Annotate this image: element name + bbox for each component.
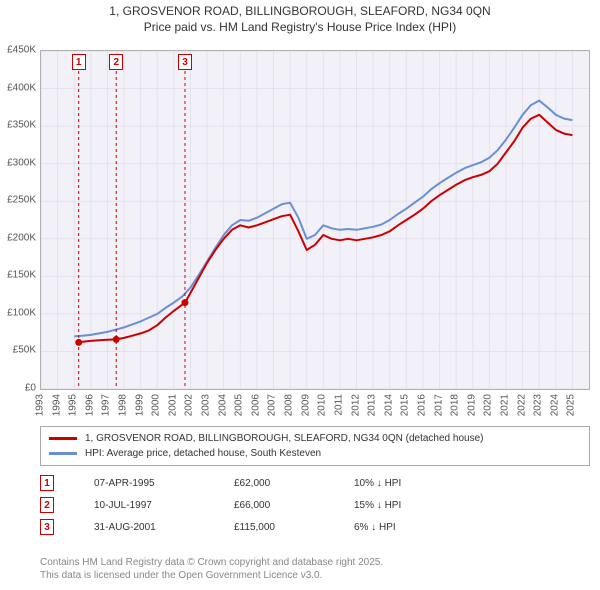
transaction-marker-3: 3 — [40, 519, 54, 535]
transaction-row: 1 07-APR-1995£62,00010% ↓ HPI — [40, 472, 590, 494]
y-axis-label: £250K — [2, 195, 36, 206]
x-axis-label: 2016 — [416, 394, 427, 416]
y-axis-label: £300K — [2, 157, 36, 168]
x-axis-label: 1996 — [84, 394, 95, 416]
x-axis-label: 2011 — [333, 394, 344, 416]
footer-attribution: Contains HM Land Registry data © Crown c… — [40, 556, 590, 582]
y-axis-label: £100K — [2, 307, 36, 318]
x-axis-label: 2006 — [250, 394, 261, 416]
x-axis-label: 2024 — [549, 394, 560, 416]
sale-marker-3: 3 — [178, 54, 192, 70]
x-axis-label: 1994 — [51, 394, 62, 416]
x-axis-label: 1997 — [101, 394, 112, 416]
x-axis-label: 2010 — [317, 394, 328, 416]
x-axis-label: 2014 — [383, 394, 394, 416]
y-axis-label: £0 — [2, 383, 36, 394]
transaction-delta: 10% ↓ HPI — [354, 478, 474, 489]
transaction-marker-1: 1 — [40, 475, 54, 491]
transaction-price: £115,000 — [234, 522, 354, 533]
transaction-delta: 15% ↓ HPI — [354, 500, 474, 511]
transactions-table: 1 07-APR-1995£62,00010% ↓ HPI 2 10-JUL-1997… — [40, 472, 590, 538]
footer-line-2: This data is licensed under the Open Gov… — [40, 569, 590, 582]
y-axis-label: £450K — [2, 45, 36, 56]
legend-label: HPI: Average price, detached house, Sout… — [85, 446, 321, 461]
transaction-row: 2 10-JUL-1997£66,00015% ↓ HPI — [40, 494, 590, 516]
x-axis-label: 2017 — [433, 394, 444, 416]
title-line-2: Price paid vs. HM Land Registry's House … — [0, 20, 600, 36]
transaction-delta: 6% ↓ HPI — [354, 522, 474, 533]
legend-row-1: HPI: Average price, detached house, Sout… — [49, 446, 581, 461]
footer-line-1: Contains HM Land Registry data © Crown c… — [40, 556, 590, 569]
title-line-1: 1, GROSVENOR ROAD, BILLINGBOROUGH, SLEAF… — [0, 4, 600, 20]
transaction-date: 07-APR-1995 — [94, 478, 234, 489]
plot-background: 1 2 3 — [40, 50, 590, 390]
x-axis-label: 1995 — [68, 394, 79, 416]
transaction-date: 10-JUL-1997 — [94, 500, 234, 511]
x-axis-label: 2002 — [184, 394, 195, 416]
x-axis-label: 2021 — [499, 394, 510, 416]
chart-svg — [41, 51, 589, 389]
x-axis-label: 2004 — [217, 394, 228, 416]
x-axis-label: 1999 — [134, 394, 145, 416]
x-axis-label: 1998 — [118, 394, 129, 416]
legend-row-0: 1, GROSVENOR ROAD, BILLINGBOROUGH, SLEAF… — [49, 431, 581, 446]
transaction-date: 31-AUG-2001 — [94, 522, 234, 533]
chart-titles: 1, GROSVENOR ROAD, BILLINGBOROUGH, SLEAF… — [0, 0, 600, 35]
x-axis-label: 2025 — [566, 394, 577, 416]
transaction-price: £66,000 — [234, 500, 354, 511]
y-axis-label: £150K — [2, 270, 36, 281]
legend-label: 1, GROSVENOR ROAD, BILLINGBOROUGH, SLEAF… — [85, 431, 483, 446]
transaction-row: 3 31-AUG-2001£115,0006% ↓ HPI — [40, 516, 590, 538]
x-axis-label: 2013 — [367, 394, 378, 416]
legend-swatch — [49, 452, 77, 455]
transaction-price: £62,000 — [234, 478, 354, 489]
x-axis-label: 2018 — [450, 394, 461, 416]
x-axis-label: 2012 — [350, 394, 361, 416]
x-axis-label: 1993 — [35, 394, 46, 416]
x-axis-label: 2022 — [516, 394, 527, 416]
chart-area: 123 £0£50K£100K£150K£200K£250K£300K£350K… — [40, 50, 590, 420]
legend-swatch — [49, 437, 77, 440]
x-axis-label: 2001 — [167, 394, 178, 416]
transaction-marker-2: 2 — [40, 497, 54, 513]
legend-box: 1, GROSVENOR ROAD, BILLINGBOROUGH, SLEAF… — [40, 426, 590, 466]
x-axis-label: 2007 — [267, 394, 278, 416]
x-axis-label: 2020 — [483, 394, 494, 416]
y-axis-label: £200K — [2, 232, 36, 243]
x-axis-label: 2009 — [300, 394, 311, 416]
x-axis-label: 2003 — [201, 394, 212, 416]
page-root: 1, GROSVENOR ROAD, BILLINGBOROUGH, SLEAF… — [0, 0, 600, 590]
x-axis-label: 2008 — [284, 394, 295, 416]
x-axis-label: 2000 — [151, 394, 162, 416]
x-axis-label: 2023 — [533, 394, 544, 416]
x-axis-label: 2015 — [400, 394, 411, 416]
x-axis-label: 2005 — [234, 394, 245, 416]
x-axis-label: 2019 — [466, 394, 477, 416]
sale-marker-1: 1 — [72, 54, 86, 70]
y-axis-label: £400K — [2, 82, 36, 93]
sale-marker-2: 2 — [109, 54, 123, 70]
y-axis-label: £50K — [2, 345, 36, 356]
y-axis-label: £350K — [2, 120, 36, 131]
